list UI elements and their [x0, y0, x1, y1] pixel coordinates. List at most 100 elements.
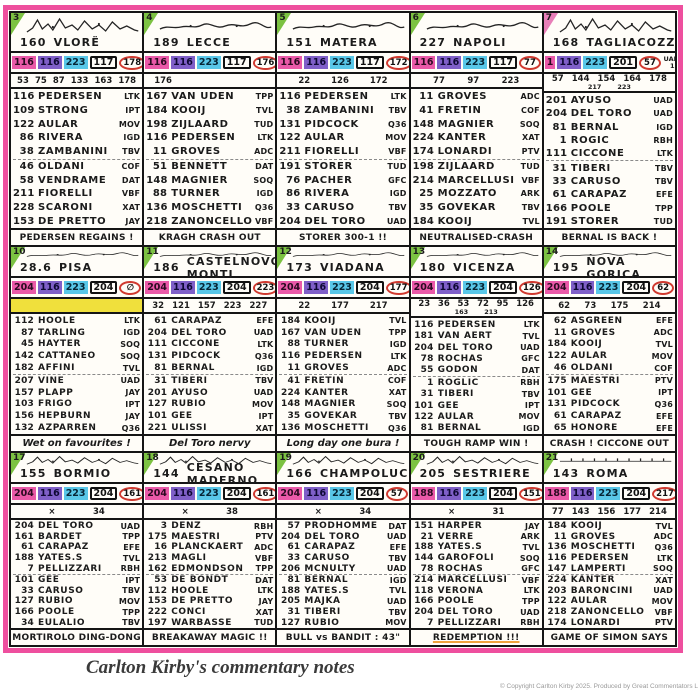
rider-row: 78 ROCHAS GFC	[412, 563, 540, 575]
breakaway-numbers-row: 57 144 154 164 178 217 223	[543, 74, 675, 93]
rider-team: PTV	[654, 376, 673, 386]
rider-team: ADC	[254, 147, 274, 157]
rider-name: ZIJLAARD	[437, 160, 495, 172]
stage-corner-triangle	[410, 13, 425, 35]
rider-row: 204 DEL TORO UAD	[413, 342, 540, 353]
rider-team: MOV	[385, 618, 407, 628]
purple-jersey-chip: 116	[437, 56, 462, 69]
rider-row: 112 HOOLE LTK	[146, 586, 273, 597]
rider-team: TBV	[388, 106, 407, 116]
breakaway-numbers-row: 77 97 223	[410, 74, 542, 89]
rider-name: YATES.S	[38, 553, 83, 564]
rider-team: MOV	[518, 412, 540, 422]
rider-row: 204 DEL TORO UAD	[13, 521, 140, 532]
rider-row: 181 VAN AERT TVL	[413, 330, 540, 341]
rider-team: IPT	[258, 411, 274, 421]
jersey-chips-row: 204 116 223 204 126 UAD 20	[410, 278, 542, 299]
rider-team: MOV	[385, 133, 407, 143]
breakaway-number: 73	[584, 300, 597, 311]
rider-team: EFE	[256, 316, 274, 326]
breakaway-number: 214	[642, 300, 661, 311]
rider-number: 88	[287, 339, 301, 350]
breakaway-number: ×	[181, 506, 189, 517]
rider-row: 136 MOSCHETTI Q36	[546, 542, 673, 553]
stage-profile-sketch: 4	[144, 13, 275, 35]
jersey-chips-row: 204 116 223 204 161 UAD 19	[144, 484, 276, 505]
blue-jersey-chip: 223	[463, 56, 488, 69]
breakaway-numbers: 22 126 172	[277, 76, 408, 86]
rider-row: 116 PEDERSEN LTK	[279, 90, 406, 104]
breakaway-number: ×	[48, 506, 56, 517]
rider-name: CARAPAZ	[570, 411, 622, 422]
rider-name: GOVEKAR	[304, 411, 358, 422]
rider-name: CICCONE	[570, 148, 625, 160]
rider-row: 222 CONCI XAT	[146, 607, 273, 618]
rider-name: KOOIJ	[171, 105, 206, 117]
rider-row: 142 CATTANEO SOQ	[13, 350, 140, 362]
rider-name: TIBERI	[570, 162, 611, 174]
rider-team: TVL	[122, 553, 141, 563]
rider-row: 204 DEL TORO UAD	[279, 214, 406, 228]
rider-row: 57 PRODHOMME DAT	[279, 521, 406, 532]
rider-name: KANTER	[570, 575, 616, 586]
rider-row: 34 EULALIO TBV	[13, 617, 140, 628]
rider-name: CARAPAZ	[570, 189, 627, 201]
jersey-chips-row: 1 116 223 201 57 UAD 13	[543, 53, 675, 74]
rider-name: DEL TORO	[437, 607, 494, 618]
rider-name: FRIGO	[38, 399, 73, 410]
rider-row: 224 KANTER XAT	[279, 387, 406, 399]
stage-note: CRASH ! CICCONE OUT	[543, 434, 675, 451]
rider-team: MOV	[118, 596, 141, 606]
rider-name: GROVES	[304, 363, 350, 374]
rider-row: 53 DE BONDT DAT	[146, 575, 273, 586]
rider-team: Q36	[121, 423, 141, 433]
rider-row: 148 MAGNIER SOQ	[146, 173, 273, 187]
rider-number: 78	[420, 563, 434, 574]
rider-row: 109 STRONG IPT	[13, 104, 140, 118]
stage-note: REDEMPTION !!!	[410, 628, 542, 645]
rider-team: TBV	[654, 163, 673, 173]
stage-note: BREAKAWAY MAGIC !!	[144, 628, 276, 645]
rider-row: 112 HOOLE LTK	[13, 315, 140, 327]
rider-team: UAD	[520, 343, 540, 353]
rider-number: 147	[547, 563, 567, 574]
notes-page-frame: 3 160 VLORË 116 116 223 117 178 XAT 22 5…	[3, 5, 683, 653]
team-code-bottom: 18	[676, 288, 677, 295]
stage-distance: 168	[552, 36, 580, 49]
rider-name: AYUSO	[171, 387, 209, 398]
rider-row: 61 CARAPAZ EFE	[13, 542, 140, 553]
pink-jersey-chip: 204	[12, 281, 36, 294]
rider-team: EFE	[655, 190, 673, 200]
rider-number: 55	[420, 365, 434, 376]
rider-number: 211	[279, 146, 301, 158]
rider-team: RBH	[120, 564, 141, 574]
stage-city: VLORË	[53, 36, 101, 49]
rider-team: JAY	[125, 216, 141, 226]
rider-name: OLDANI	[38, 160, 85, 172]
rider-team: EFE	[655, 423, 673, 433]
rider-row: 175 MAESTRI PTV	[146, 532, 273, 543]
stage-number: 18	[146, 453, 159, 463]
boxed-number-chip: 204	[355, 487, 384, 500]
rider-team: PTV	[255, 532, 274, 542]
rider-row: 167 VAN UDEN TPP	[146, 90, 273, 104]
rider-name: SCARONI	[38, 201, 93, 213]
stage-distance: 160	[20, 36, 47, 49]
rider-name: KOOIJ	[304, 315, 336, 326]
blue-jersey-chip: 223	[330, 487, 354, 500]
breakaway-numbers-row: × 34	[11, 505, 143, 520]
pink-jersey-chip: 204	[12, 487, 36, 500]
rider-row: 11 GROVES ADC	[413, 90, 540, 104]
boxed-number-chip: 204	[489, 281, 517, 294]
rider-row: 122 AULAR MOV	[546, 350, 673, 362]
breakaway-numbers-row: 22 177 217	[277, 299, 409, 314]
pink-jersey-chip: 204	[278, 487, 303, 500]
rider-name: PEDERSEN	[304, 91, 369, 103]
rider-name: PLAPP	[38, 387, 74, 398]
rider-name: KOOIJ	[570, 339, 603, 350]
rider-row: 214 MARCELLUSI VBF	[413, 173, 540, 187]
breakaway-number: 133	[70, 75, 89, 86]
rider-name: MOSCHETTI	[304, 423, 369, 434]
rider-name: RIVERA	[38, 132, 84, 144]
rider-number: 122	[547, 596, 567, 607]
